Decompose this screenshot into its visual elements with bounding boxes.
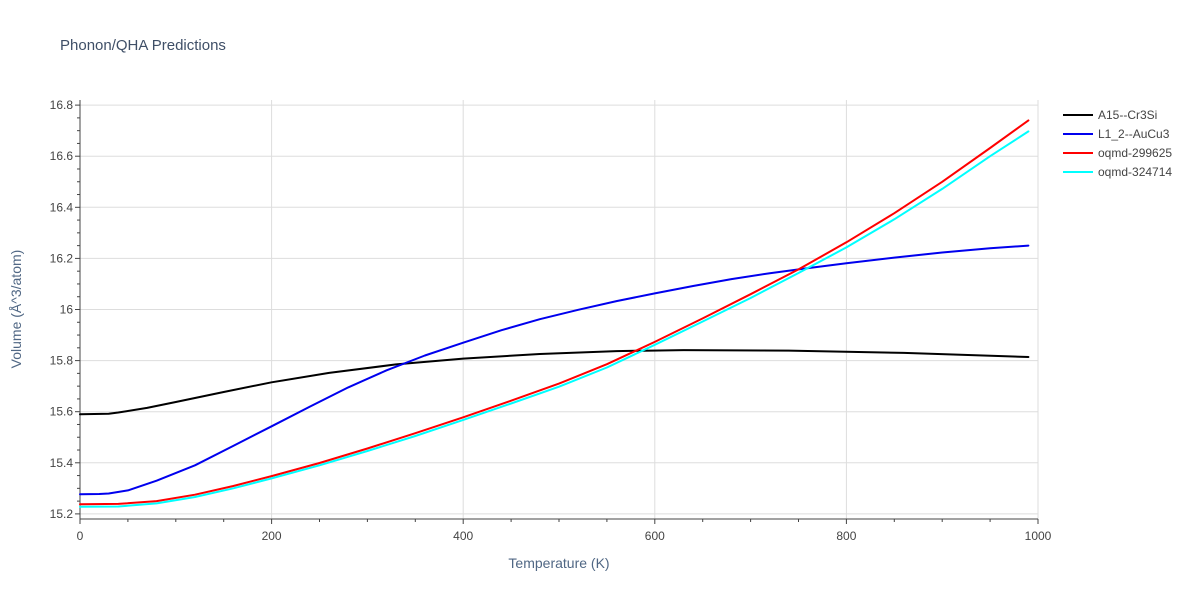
y-tick-label: 16.2 [50,251,74,265]
legend-item-oqmd-299625[interactable]: oqmd-299625 [1063,146,1172,160]
series-line-oqmd-324714 [79,130,1030,508]
legend-label: oqmd-299625 [1098,146,1172,160]
x-tick-label: 400 [453,529,473,543]
grid-layer [80,100,1039,519]
y-tick-label: 15.2 [50,507,74,521]
axes-layer: 0 200 400 600 800 1000 15.2 15.4 15.6 15.8 16 16.2 1… [50,98,1052,543]
y-tick-label: 16.8 [50,98,74,112]
chart-title: Phonon/QHA Predictions [60,37,226,54]
y-tick-label: 15.8 [50,354,74,368]
legend-item-a15-cr3si[interactable]: A15--Cr3Si [1063,108,1157,122]
x-tick-label: 1000 [1025,529,1052,543]
x-tick-label: 800 [836,529,856,543]
series-layer [79,119,1030,508]
y-tick-label: 15.6 [50,405,74,419]
legend-item-oqmd-324714[interactable]: oqmd-324714 [1063,165,1172,179]
x-axis-title: Temperature (K) [508,555,609,571]
y-tick-label: 16.4 [50,200,74,214]
legend-item-l1-2-aucu3[interactable]: L1_2--AuCu3 [1063,127,1170,141]
legend-label: oqmd-324714 [1098,165,1172,179]
x-tick-label: 0 [77,529,84,543]
y-axis-title: Volume (Å^3/atom) [8,250,24,369]
legend-label: A15--Cr3Si [1098,108,1157,122]
legend[interactable]: A15--Cr3Si L1_2--AuCu3 oqmd-299625 oqmd-324… [1063,108,1172,179]
x-tick-label: 200 [262,529,282,543]
series-line-a15-cr3si [79,349,1030,416]
series-line-oqmd-299625 [79,119,1030,506]
x-tick-label: 600 [645,529,665,543]
series-line-l1-2-aucu3 [79,244,1030,496]
y-tick-label: 16 [60,303,74,317]
y-tick-label: 16.6 [50,149,74,163]
legend-label: L1_2--AuCu3 [1098,127,1170,141]
y-tick-label: 15.4 [50,456,74,470]
